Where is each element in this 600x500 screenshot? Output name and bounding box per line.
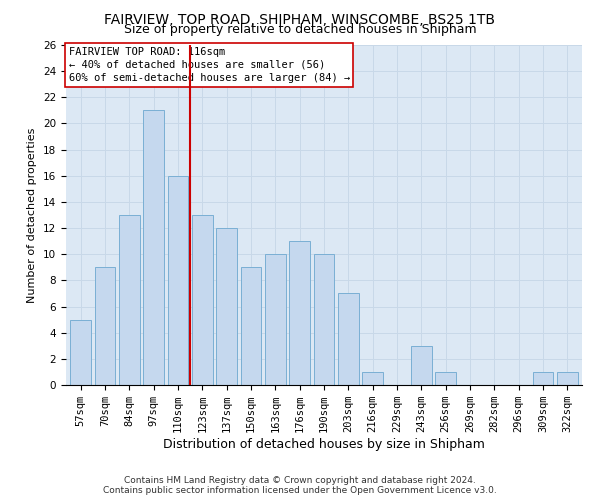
Text: FAIRVIEW TOP ROAD: 116sqm
← 40% of detached houses are smaller (56)
60% of semi-: FAIRVIEW TOP ROAD: 116sqm ← 40% of detac… <box>68 46 350 83</box>
Bar <box>289 241 310 385</box>
Bar <box>411 346 432 385</box>
Bar <box>533 372 553 385</box>
Bar <box>167 176 188 385</box>
Bar <box>557 372 578 385</box>
Bar <box>216 228 237 385</box>
X-axis label: Distribution of detached houses by size in Shipham: Distribution of detached houses by size … <box>163 438 485 451</box>
Bar <box>241 268 262 385</box>
Bar <box>119 215 140 385</box>
Bar <box>70 320 91 385</box>
Bar <box>192 215 212 385</box>
Bar <box>338 294 359 385</box>
Text: Contains HM Land Registry data © Crown copyright and database right 2024.
Contai: Contains HM Land Registry data © Crown c… <box>103 476 497 495</box>
Bar <box>95 268 115 385</box>
Bar <box>314 254 334 385</box>
Text: FAIRVIEW, TOP ROAD, SHIPHAM, WINSCOMBE, BS25 1TB: FAIRVIEW, TOP ROAD, SHIPHAM, WINSCOMBE, … <box>104 12 496 26</box>
Bar <box>436 372 456 385</box>
Bar <box>265 254 286 385</box>
Bar <box>362 372 383 385</box>
Text: Size of property relative to detached houses in Shipham: Size of property relative to detached ho… <box>124 24 476 36</box>
Bar <box>143 110 164 385</box>
Y-axis label: Number of detached properties: Number of detached properties <box>28 128 37 302</box>
